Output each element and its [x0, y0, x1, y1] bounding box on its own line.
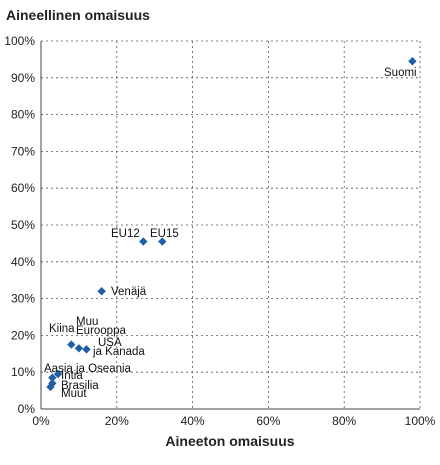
data-point [48, 379, 57, 388]
grid-lines [41, 40, 421, 409]
data-point [53, 369, 63, 379]
x-tick-label: 80% [332, 414, 356, 428]
y-tick-label: 60% [11, 181, 35, 195]
point-label: USA [98, 337, 122, 349]
point-label: Muut [61, 388, 87, 400]
x-tick-label: 20% [105, 414, 129, 428]
y-tick-label: 70% [11, 144, 35, 158]
axes [40, 41, 420, 410]
data-point [139, 237, 148, 246]
data-point [67, 340, 76, 349]
point-label: Brasilia [61, 380, 99, 392]
data-point [46, 382, 55, 392]
y-tick-label: 30% [11, 292, 35, 306]
point-label: Aasia ja Oseania [44, 363, 132, 375]
x-axis-title: Aineeton omaisuus [165, 433, 294, 449]
x-tick-label: 100% [405, 414, 436, 428]
y-tick-label: 50% [11, 218, 35, 232]
data-point [158, 237, 167, 246]
y-tick-label: 90% [11, 71, 35, 85]
point-label: EU15 [150, 228, 179, 240]
point-label: Eurooppa [76, 325, 126, 337]
y-tick-label: 10% [11, 365, 35, 379]
y-tick-label: 0% [18, 402, 36, 416]
y-tick-label: 40% [11, 255, 35, 269]
x-tick-label: 40% [181, 414, 205, 428]
point-label: Intia [61, 370, 83, 382]
data-point [82, 345, 91, 354]
point-label: ja Kanada [92, 346, 145, 358]
tick-labels: 0% 10% 20% 30% 40% 50% 60% 70% 80% 90% 100% 0% 20% 40… [4, 34, 435, 428]
point-label: Muu [76, 316, 98, 328]
y-tick-label: 80% [11, 108, 35, 122]
data-points [46, 57, 417, 392]
y-axis-title: Aineellinen omaisuus [6, 7, 150, 23]
point-label: Kiina [49, 323, 75, 335]
data-point [74, 344, 84, 353]
point-label: EU12 [111, 228, 140, 240]
data-point [408, 57, 417, 66]
point-label: Venäjä [111, 286, 147, 298]
y-tick-label: 100% [4, 34, 35, 48]
x-tick-label: 0% [32, 414, 50, 428]
x-tick-label: 60% [256, 414, 280, 428]
data-point [48, 373, 57, 382]
point-label: Suomi [384, 67, 417, 79]
y-tick-label: 20% [11, 328, 35, 342]
data-point [97, 287, 106, 296]
